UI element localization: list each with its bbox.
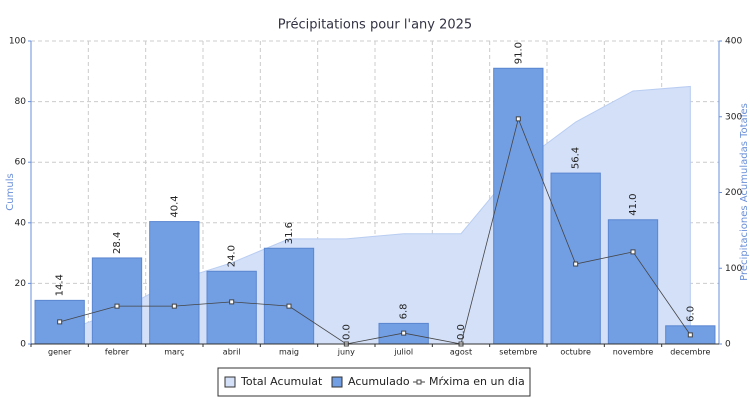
line-marker xyxy=(401,330,407,336)
data-label: 24.0 xyxy=(227,245,238,267)
data-label: 28.4 xyxy=(112,232,123,254)
line-marker xyxy=(630,249,636,255)
data-label: 40.4 xyxy=(169,195,180,217)
data-label: 56.4 xyxy=(571,147,582,169)
y-tick-label: 60 xyxy=(15,158,27,168)
line-marker xyxy=(171,303,177,309)
bar xyxy=(550,172,601,345)
bar xyxy=(91,257,143,345)
y2-tick-label: 400 xyxy=(725,37,742,47)
bar xyxy=(607,219,659,345)
line-marker xyxy=(229,299,235,305)
legend-label: Mŕxima en un dia xyxy=(429,375,525,388)
x-tick-label: febrer xyxy=(105,348,130,357)
x-tick-label: gener xyxy=(48,348,72,357)
line-marker xyxy=(286,303,292,309)
x-tick-label: maig xyxy=(279,348,299,357)
data-label: 0.0 xyxy=(341,324,352,340)
legend-label: Acumulado xyxy=(348,375,410,388)
x-tick-label: octubre xyxy=(560,348,591,357)
y2-axis-label: Precipitaciones Acumuladas Totales xyxy=(739,103,750,281)
legend-box xyxy=(217,367,531,397)
bar xyxy=(263,247,315,345)
x-tick-label: abril xyxy=(223,348,241,357)
x-tick-label: juliol xyxy=(393,348,413,357)
chart-title: Précipitations pour l'any 2025 xyxy=(278,18,472,33)
x-tick-label: agost xyxy=(450,348,472,357)
bar xyxy=(493,67,544,345)
y-axis-label: Cumuls xyxy=(5,173,16,210)
legend-swatch xyxy=(224,376,236,388)
data-label: 6.0 xyxy=(685,306,696,322)
y2-tick-label: 200 xyxy=(725,188,742,198)
line-marker xyxy=(114,303,120,309)
data-label: 0.0 xyxy=(456,324,467,340)
bar xyxy=(206,270,257,345)
x-tick-label: decembre xyxy=(670,348,710,357)
legend-swatch-marker xyxy=(416,379,422,385)
y-tick-label: 40 xyxy=(15,218,27,228)
line-marker xyxy=(687,332,693,338)
data-label: 91.0 xyxy=(513,42,524,64)
y-tick-label: 100 xyxy=(9,37,26,47)
x-tick-label: juny xyxy=(337,348,355,357)
bar xyxy=(149,221,200,345)
x-tick-label: setembre xyxy=(499,348,537,357)
y-tick-label: 20 xyxy=(15,279,27,289)
y2-tick-label: 0 xyxy=(725,340,731,350)
data-label: 14.4 xyxy=(55,274,66,296)
y-tick-label: 80 xyxy=(15,97,27,107)
line xyxy=(59,117,691,345)
legend-swatch xyxy=(331,376,343,388)
y-tick-label: 0 xyxy=(20,340,26,350)
line-marker xyxy=(573,261,579,267)
x-tick-label: novembre xyxy=(613,348,654,357)
data-label: 41.0 xyxy=(628,194,639,216)
y2-tick-label: 300 xyxy=(725,112,742,122)
x-tick-label: març xyxy=(164,348,184,357)
data-label: 31.6 xyxy=(284,222,295,244)
legend-label: Total Acumulat xyxy=(240,375,323,388)
data-label: 6.8 xyxy=(399,303,410,319)
line-marker xyxy=(515,116,521,122)
line-marker xyxy=(57,319,63,325)
y2-tick-label: 100 xyxy=(725,264,742,274)
